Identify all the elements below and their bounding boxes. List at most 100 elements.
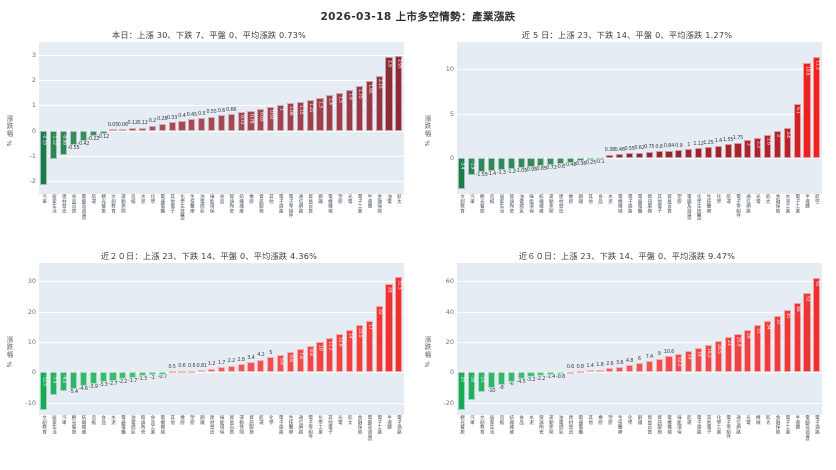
bar[interactable] [148, 372, 156, 376]
bar[interactable] [207, 116, 216, 131]
bar-slot[interactable]: -1.4 [487, 42, 497, 194]
bar-slot[interactable]: 4.2 [256, 263, 266, 415]
bar[interactable]: 2.9 [385, 57, 393, 131]
bar-slot[interactable]: 22 [374, 263, 384, 415]
bar[interactable] [645, 151, 653, 159]
bar-slot[interactable]: -5.4 [69, 263, 79, 415]
bar[interactable] [547, 372, 555, 375]
bar[interactable]: 0.92 [267, 107, 275, 131]
bar-slot[interactable]: 52 [802, 263, 812, 415]
bar[interactable]: 1.95 [365, 81, 373, 131]
bar-slot[interactable]: 6 [634, 263, 644, 415]
bar-slot[interactable]: 0.4 [177, 42, 187, 194]
bar-slot[interactable]: 0.28 [157, 42, 168, 194]
bar-slot[interactable]: 10 [315, 263, 325, 415]
bar-slot[interactable]: 0.55 [624, 42, 635, 194]
bar-slot[interactable]: 5.8 [276, 263, 286, 415]
bar[interactable] [695, 148, 703, 159]
bar-slot[interactable]: 2.3 [753, 42, 763, 194]
bar[interactable] [586, 370, 594, 373]
bar-slot[interactable]: 0.46 [615, 42, 625, 194]
bar[interactable]: 31 [754, 325, 762, 373]
bar-slot[interactable]: 41 [782, 263, 792, 415]
bar-slot[interactable]: 12.6 [335, 263, 345, 415]
bar[interactable] [596, 158, 604, 161]
bar-slot[interactable]: 0.6 [216, 42, 226, 194]
bar[interactable]: 0.85 [257, 109, 265, 131]
bar[interactable]: 0.78 [247, 110, 255, 131]
bar[interactable] [79, 130, 87, 142]
bar-slot[interactable]: 0.9 [674, 42, 684, 194]
bar-slot[interactable]: 15.5 [355, 263, 365, 415]
bar-slot[interactable]: 2.95 [394, 42, 404, 194]
bar[interactable] [99, 372, 107, 383]
bar-slot[interactable]: 1.55 [723, 42, 734, 194]
bar[interactable] [714, 145, 722, 159]
bar[interactable]: 11.3 [813, 57, 821, 159]
bar[interactable] [655, 358, 663, 373]
bar[interactable]: -13 [478, 372, 486, 393]
bar[interactable]: 1 [277, 105, 285, 131]
bar[interactable] [616, 366, 624, 373]
bar-slot[interactable]: -8 [496, 263, 506, 415]
bar-slot[interactable]: 25.5 [733, 263, 743, 415]
bar[interactable]: -0.98 [60, 130, 68, 156]
bar-slot[interactable]: 0.6 [187, 263, 197, 415]
bar-slot[interactable]: -3.9 [88, 263, 98, 415]
bar-slot[interactable]: 34 [763, 263, 773, 415]
bar[interactable] [237, 363, 245, 373]
bar[interactable]: 1.22 [306, 99, 314, 131]
bar[interactable] [168, 122, 176, 131]
bar[interactable]: -2.15 [40, 130, 48, 186]
bar[interactable]: 10.6 [803, 63, 811, 159]
bar-slot[interactable]: -25 [457, 263, 467, 415]
bar-slot[interactable]: 0.2 [147, 42, 157, 194]
bar[interactable]: 1.3 [316, 97, 324, 131]
bar-slot[interactable]: 2.9 [384, 42, 394, 194]
bar[interactable] [556, 158, 565, 164]
bar-slot[interactable]: -0.1 [595, 42, 605, 194]
bar[interactable] [148, 125, 156, 131]
bar-slot[interactable]: 1.95 [364, 42, 374, 194]
bar[interactable] [138, 127, 147, 131]
bar-slot[interactable]: 14 [345, 263, 355, 415]
bar-slot[interactable]: -1.2 [506, 42, 516, 194]
bar[interactable]: 52 [803, 293, 811, 373]
bar-slot[interactable]: -0.8 [556, 263, 566, 415]
bar-slot[interactable]: 2.6 [763, 42, 773, 194]
bar[interactable] [734, 142, 742, 159]
bar-slot[interactable]: 4.8 [625, 263, 635, 415]
bar-slot[interactable]: -0.98 [59, 42, 69, 194]
bar-slot[interactable]: -1.7 [128, 263, 138, 415]
bar-slot[interactable]: 1.4 [585, 263, 595, 415]
bar[interactable]: 17 [365, 320, 373, 373]
bar[interactable]: -1.12 [50, 130, 58, 160]
bar-slot[interactable]: 0.72 [236, 42, 246, 194]
bar-slot[interactable]: 0.8 [575, 263, 585, 415]
bar-slot[interactable]: -0.48 [564, 42, 577, 194]
bar-slot[interactable]: 2 [743, 42, 753, 194]
bar-slot[interactable]: 1.4 [325, 42, 335, 194]
bar-slot[interactable]: 0.12 [137, 42, 148, 194]
bar[interactable] [635, 363, 643, 373]
bar[interactable]: 10 [316, 342, 324, 373]
bar[interactable]: -6.2 [60, 372, 68, 392]
bar-slot[interactable]: -4.5 [516, 263, 526, 415]
bar[interactable]: 12.2 [675, 353, 683, 373]
bar[interactable] [198, 118, 206, 131]
bar-slot[interactable]: -6.2 [59, 263, 69, 415]
bar-slot[interactable]: 1.4 [713, 42, 723, 194]
bar-slot[interactable]: 1.22 [305, 42, 315, 194]
bar-slot[interactable]: 31 [753, 263, 763, 415]
bar-slot[interactable]: -1.9 [467, 42, 477, 194]
bar[interactable]: 20.5 [714, 341, 722, 373]
bar[interactable] [257, 359, 265, 373]
bar-slot[interactable]: -3.2 [526, 263, 536, 415]
bar[interactable] [537, 372, 545, 376]
bar-slot[interactable]: -1.12 [49, 42, 59, 194]
bar-slot[interactable]: -18 [467, 263, 477, 415]
bar-slot[interactable]: 62 [812, 263, 822, 415]
bar-slot[interactable]: 29 [384, 263, 394, 415]
bar-slot[interactable]: 37 [773, 263, 783, 415]
bar-slot[interactable]: 1.7 [216, 263, 226, 415]
